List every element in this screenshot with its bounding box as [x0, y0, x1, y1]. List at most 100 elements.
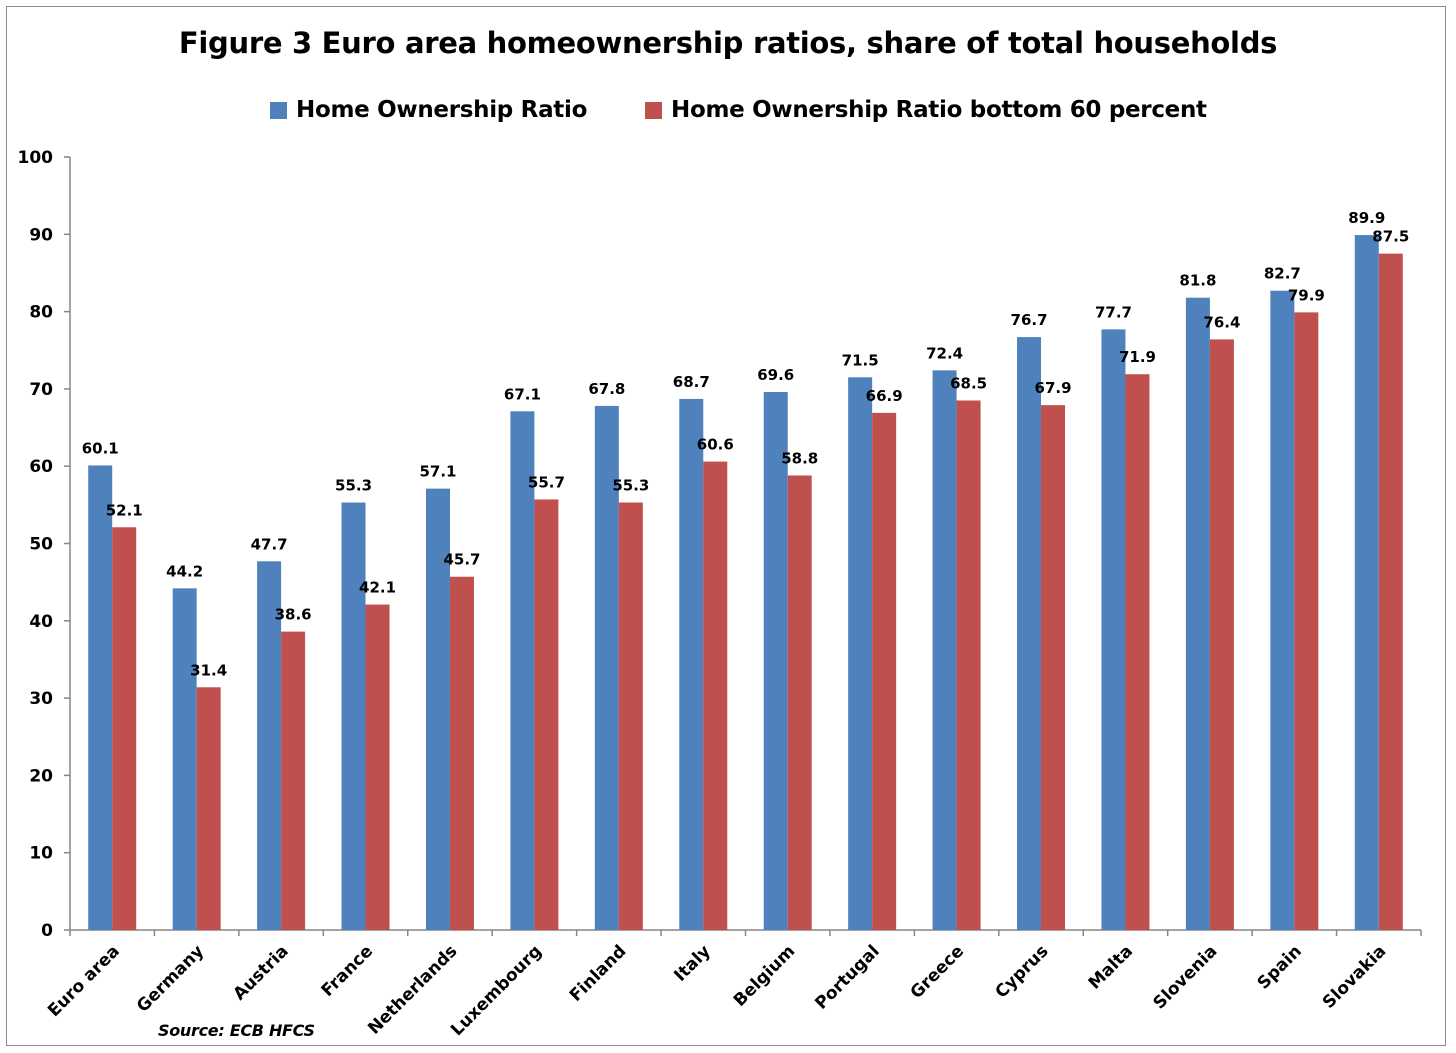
- data-label-series-1: 77.7: [1095, 303, 1132, 321]
- bar-series-1: [848, 377, 873, 930]
- y-tick-label: 100: [18, 148, 54, 168]
- bar-series-2: [1041, 405, 1066, 930]
- legend-item-series-1: Home Ownership Ratio: [270, 94, 587, 126]
- legend: Home Ownership Ratio Home Ownership Rati…: [0, 94, 1456, 126]
- x-category-label: Slovenia: [1149, 941, 1221, 1013]
- bar-series-2: [956, 400, 981, 930]
- x-category-label: Portugal: [811, 941, 883, 1013]
- data-label-series-1: 55.3: [335, 477, 372, 495]
- bar-series-1: [763, 391, 788, 930]
- data-label-series-2: 55.3: [612, 477, 649, 495]
- bar-series-2: [112, 527, 137, 930]
- bar-series-1: [88, 465, 113, 930]
- data-label-series-1: 68.7: [673, 373, 710, 391]
- y-tick-label: 20: [29, 766, 53, 786]
- legend-swatch-series-2: [645, 101, 662, 119]
- bar-series-2: [618, 502, 643, 930]
- x-category-label: Germany: [133, 941, 208, 1016]
- data-label-series-1: 71.5: [842, 351, 879, 369]
- x-category-label: Italy: [670, 941, 714, 985]
- bar-series-1: [172, 588, 197, 930]
- bar-series-1: [510, 411, 535, 930]
- x-category-label: Luxembourg: [447, 941, 546, 1040]
- data-label-series-2: 71.9: [1119, 348, 1156, 366]
- data-label-series-2: 67.9: [1035, 379, 1072, 397]
- bar-series-1: [1270, 290, 1295, 930]
- data-label-series-1: 57.1: [419, 463, 456, 481]
- data-label-series-1: 44.2: [166, 562, 203, 580]
- bar-series-1: [425, 488, 450, 930]
- bar-series-2: [196, 687, 221, 930]
- x-category-label: Cyprus: [992, 941, 1053, 1002]
- data-label-series-2: 76.4: [1203, 313, 1240, 331]
- y-tick-label: 40: [29, 612, 53, 632]
- data-label-series-2: 87.5: [1372, 228, 1409, 246]
- bar-series-2: [1294, 312, 1319, 930]
- x-category-label: Greece: [907, 941, 969, 1003]
- legend-label-series-2: Home Ownership Ratio bottom 60 percent: [671, 97, 1207, 123]
- y-tick-label: 50: [29, 535, 53, 555]
- bar-series-1: [594, 405, 619, 930]
- data-label-series-2: 38.6: [275, 606, 312, 624]
- legend-swatch-series-1: [270, 101, 287, 119]
- bar-series-1: [1017, 337, 1042, 930]
- data-label-series-2: 58.8: [781, 449, 818, 467]
- bar-series-2: [1125, 374, 1150, 930]
- data-label-series-1: 81.8: [1179, 272, 1216, 290]
- bar-series-2: [365, 604, 390, 930]
- data-label-series-1: 47.7: [251, 535, 288, 553]
- legend-label-series-1: Home Ownership Ratio: [296, 97, 588, 123]
- bar-series-2: [872, 412, 897, 930]
- legend-item-series-2: Home Ownership Ratio bottom 60 percent: [645, 94, 1207, 126]
- data-label-series-1: 72.4: [926, 344, 963, 362]
- y-tick-label: 10: [29, 844, 53, 864]
- y-tick-label: 0: [41, 921, 53, 941]
- x-category-label: Spain: [1254, 941, 1306, 993]
- x-category-label: Netherlands: [364, 941, 461, 1038]
- bar-series-1: [1101, 329, 1126, 930]
- data-label-series-2: 42.1: [359, 579, 396, 597]
- bar-series-1: [932, 370, 957, 930]
- data-label-series-2: 60.6: [697, 436, 734, 454]
- y-tick-label: 30: [29, 689, 53, 709]
- data-label-series-2: 66.9: [866, 387, 903, 405]
- data-label-series-1: 69.6: [757, 366, 794, 384]
- bar-series-2: [1209, 339, 1234, 931]
- bar-series-2: [534, 499, 559, 930]
- data-label-series-2: 68.5: [950, 374, 987, 392]
- y-tick-label: 90: [29, 225, 53, 245]
- data-label-series-1: 89.9: [1348, 209, 1385, 227]
- x-category-label: Belgium: [730, 941, 799, 1010]
- data-label-series-1: 76.7: [1011, 311, 1048, 329]
- y-tick-label: 80: [29, 303, 53, 323]
- bar-series-2: [787, 475, 812, 930]
- bar-series-1: [341, 502, 366, 930]
- data-label-series-2: 45.7: [443, 551, 480, 569]
- data-label-series-2: 79.9: [1288, 286, 1325, 304]
- data-label-series-2: 31.4: [190, 661, 227, 679]
- data-label-series-1: 67.8: [588, 380, 625, 398]
- x-category-label: Finland: [566, 941, 630, 1005]
- bar-series-1: [1354, 235, 1379, 930]
- x-category-label: Euro area: [44, 941, 124, 1021]
- x-category-label: Austria: [230, 941, 293, 1004]
- source-note: Source: ECB HFCS: [158, 1021, 315, 1040]
- bar-series-1: [257, 561, 282, 930]
- data-label-series-2: 55.7: [528, 473, 565, 491]
- bar-series-2: [449, 576, 474, 930]
- bar-series-2: [1378, 253, 1403, 930]
- bar-series-2: [281, 631, 306, 930]
- data-label-series-1: 60.1: [82, 439, 119, 457]
- y-tick-label: 60: [29, 457, 53, 477]
- data-label-series-1: 67.1: [504, 385, 541, 403]
- bar-series-1: [679, 398, 704, 931]
- y-tick-label: 70: [29, 380, 53, 400]
- bar-series-2: [703, 461, 728, 930]
- x-category-label: Slovakia: [1319, 941, 1390, 1012]
- bar-series-1: [1185, 297, 1210, 930]
- data-label-series-2: 52.1: [106, 501, 143, 519]
- chart-title: Figure 3 Euro area homeownership ratios,…: [178, 26, 1278, 60]
- x-category-label: France: [318, 941, 377, 1000]
- x-category-label: Malta: [1085, 941, 1137, 993]
